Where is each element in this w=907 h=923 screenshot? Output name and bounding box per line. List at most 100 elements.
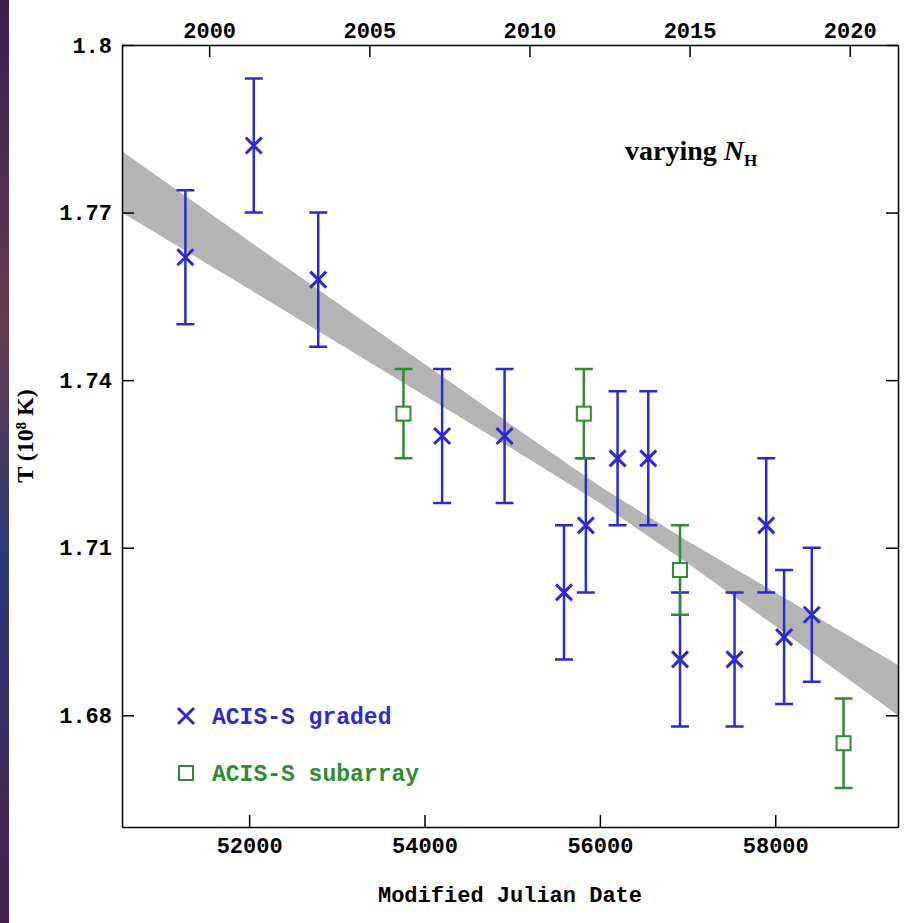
legend-label: ACIS-S subarray: [212, 762, 419, 788]
tick-mark: [849, 45, 851, 57]
marker: [640, 450, 656, 466]
tick-mark: [886, 547, 898, 549]
tick-label: 54000: [392, 835, 458, 860]
marker: [310, 272, 326, 288]
tick-mark: [424, 815, 426, 827]
tick-label: 1.77: [59, 202, 112, 227]
marker: [837, 736, 851, 750]
y-axis-right: [886, 46, 899, 828]
error-bar: [433, 369, 451, 503]
x-tick: 56000: [567, 815, 633, 860]
annotation-symbol: N: [723, 135, 746, 166]
tick-label: 1.68: [59, 705, 112, 730]
annotation-subscript: H: [744, 151, 757, 170]
tick-mark: [886, 380, 898, 382]
series-0: [176, 79, 820, 727]
plot-area: [122, 79, 898, 788]
error-bar: [639, 391, 657, 525]
tick-label: 58000: [743, 835, 809, 860]
tick-mark: [529, 45, 531, 57]
tick-mark: [775, 815, 777, 827]
x-tick: 58000: [743, 815, 809, 860]
tick-label: 1.8: [72, 35, 112, 60]
marker: [673, 563, 687, 577]
error-bar: [245, 79, 263, 213]
axis-line: [898, 46, 900, 828]
background-strip: [0, 0, 9, 923]
y-tick: 1.8: [72, 35, 134, 60]
error-bar: [394, 369, 412, 458]
error-bar: [577, 458, 595, 592]
marker: [727, 651, 743, 667]
marker: [246, 138, 262, 154]
marker: [578, 517, 594, 533]
marker: [177, 249, 193, 265]
marker: [396, 407, 410, 421]
tick-mark: [886, 212, 898, 214]
error-bar: [726, 592, 744, 726]
tick-label: 2020: [824, 20, 877, 45]
tick-mark: [122, 547, 134, 549]
error-bar: [835, 699, 853, 788]
legend-marker: [179, 766, 193, 780]
y-tick: [886, 715, 898, 716]
x-axis-top: 2000 2005 2010 2015 2020: [123, 20, 899, 57]
marker: [577, 407, 591, 421]
y-tick: [886, 380, 898, 381]
x2-tick: 2005: [343, 20, 396, 57]
marker: [776, 629, 792, 645]
error-bar: [803, 548, 821, 682]
tick-label: 2005: [343, 20, 396, 45]
x-axis-bottom: 52000 54000 56000 58000: [123, 815, 899, 860]
legend-label: ACIS-S graded: [212, 705, 391, 731]
error-bar: [555, 525, 573, 659]
y-tick: [886, 548, 898, 549]
tick-label: 52000: [217, 835, 283, 860]
axis-line: [122, 46, 124, 828]
error-bar: [176, 190, 194, 324]
tick-mark: [689, 45, 691, 57]
tick-label: 2015: [664, 20, 717, 45]
tick-mark: [369, 45, 371, 57]
fit-band: [122, 151, 898, 715]
error-bar: [575, 369, 593, 458]
x2-tick: 2020: [824, 20, 877, 57]
error-bar: [309, 213, 327, 347]
annotation-text: varying: [625, 135, 724, 166]
y-axis-title: T (10⁸ K): [12, 389, 38, 482]
marker: [672, 651, 688, 667]
x-tick: 52000: [217, 815, 283, 860]
y-tick: [886, 213, 898, 214]
axis-line: [123, 827, 899, 829]
legend-marker: [178, 708, 194, 724]
tick-label: 56000: [567, 835, 633, 860]
error-bar: [775, 570, 793, 704]
marker: [758, 517, 774, 533]
y-tick: 1.74: [59, 370, 134, 395]
tick-mark: [122, 45, 134, 47]
tick-mark: [886, 715, 898, 717]
tick-label: 2000: [183, 20, 236, 45]
x-axis-title: Modified Julian Date: [378, 884, 642, 909]
x2-tick: 2010: [504, 20, 557, 57]
y-axis-left: 1.68 1.71 1.74 1.77 1.8: [59, 35, 134, 828]
tick-mark: [209, 45, 211, 57]
tick-mark: [600, 815, 602, 827]
tick-mark: [886, 45, 898, 47]
annotation: varying NH: [625, 135, 757, 170]
x-tick: 54000: [392, 815, 458, 860]
y-tick: [886, 45, 898, 46]
y-tick: 1.77: [59, 202, 134, 227]
x2-tick: 2000: [183, 20, 236, 57]
tick-mark: [122, 715, 134, 717]
error-bar: [757, 458, 775, 592]
marker: [610, 450, 626, 466]
marker: [556, 584, 572, 600]
tick-mark: [122, 380, 134, 382]
error-bar: [609, 391, 627, 525]
marker: [497, 428, 513, 444]
tick-label: 1.71: [59, 537, 112, 562]
chart: 52000 54000 56000 58000 2000 2005 2010 2015 2020…: [0, 0, 907, 923]
x2-tick: 2015: [664, 20, 717, 57]
error-bar: [671, 525, 689, 614]
